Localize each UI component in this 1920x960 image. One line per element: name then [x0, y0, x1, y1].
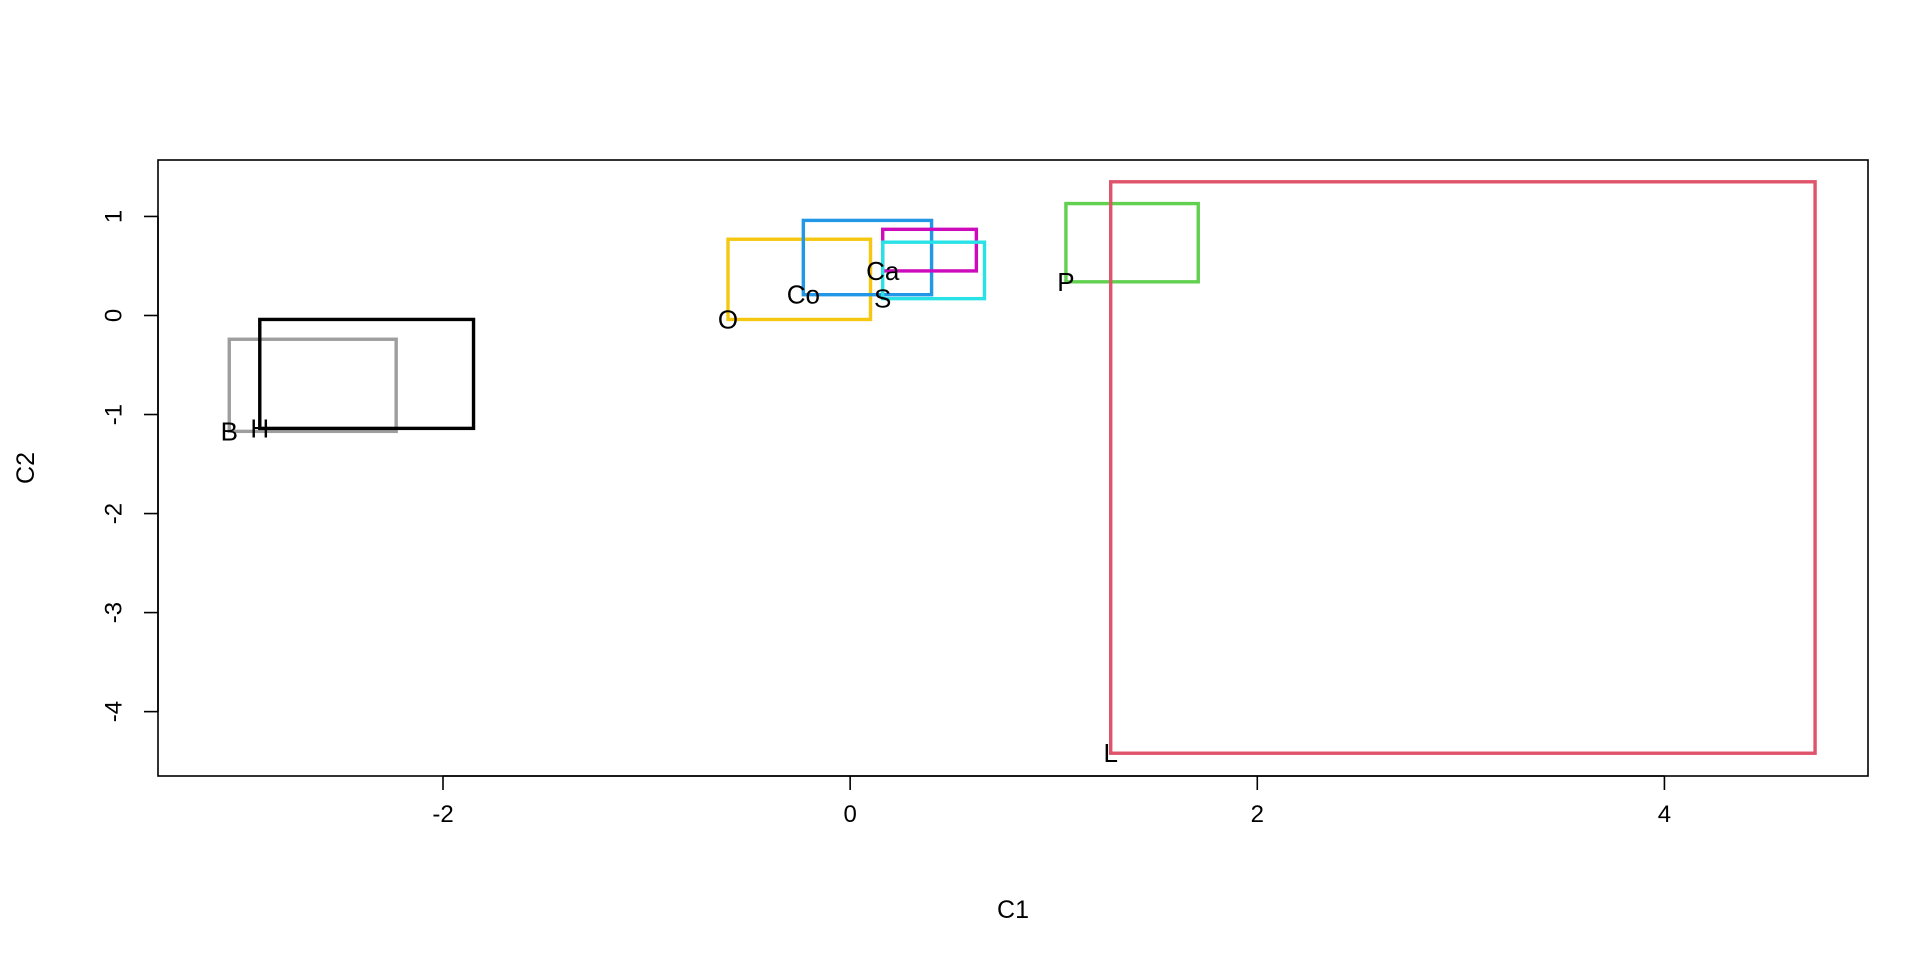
- box-co: [801, 218, 934, 297]
- y-tick-label: -1: [101, 404, 128, 425]
- box-label-s: S: [874, 284, 891, 314]
- box-b: [227, 337, 398, 434]
- y-tick-label: -4: [101, 701, 128, 722]
- x-axis: -2 0 2 4: [432, 775, 1671, 828]
- box-labels-layer: B H O Co CaS P L: [221, 256, 1118, 768]
- x-tick-label: 0: [843, 801, 856, 828]
- box-p: [1064, 201, 1200, 284]
- x-axis-title: C1: [997, 896, 1029, 924]
- box-label-p: P: [1057, 267, 1074, 297]
- y-tick-label: 0: [101, 309, 128, 322]
- box-label-co: Co: [787, 280, 820, 310]
- y-tick-label: -3: [101, 602, 128, 623]
- box-o: [726, 237, 873, 322]
- y-axis: -4 -3 -2 -1 0 1: [101, 210, 159, 722]
- y-tick-label: 1: [101, 210, 128, 223]
- box-label-l: L: [1103, 738, 1117, 768]
- x-tick-label: 4: [1658, 801, 1671, 828]
- box-label-ca: Ca: [866, 256, 900, 286]
- x-tick-label: -2: [432, 801, 453, 828]
- box-l: [1109, 180, 1817, 755]
- boxes-layer: [227, 180, 1817, 755]
- box-label-b: B: [221, 416, 238, 446]
- box-s: [881, 240, 987, 301]
- y-tick-label: -2: [101, 503, 128, 524]
- box-h: [258, 317, 476, 431]
- x-tick-label: 2: [1251, 801, 1264, 828]
- y-axis-title: C2: [12, 452, 40, 484]
- box-label-o: O: [718, 304, 738, 334]
- box-label-h: H: [250, 413, 269, 443]
